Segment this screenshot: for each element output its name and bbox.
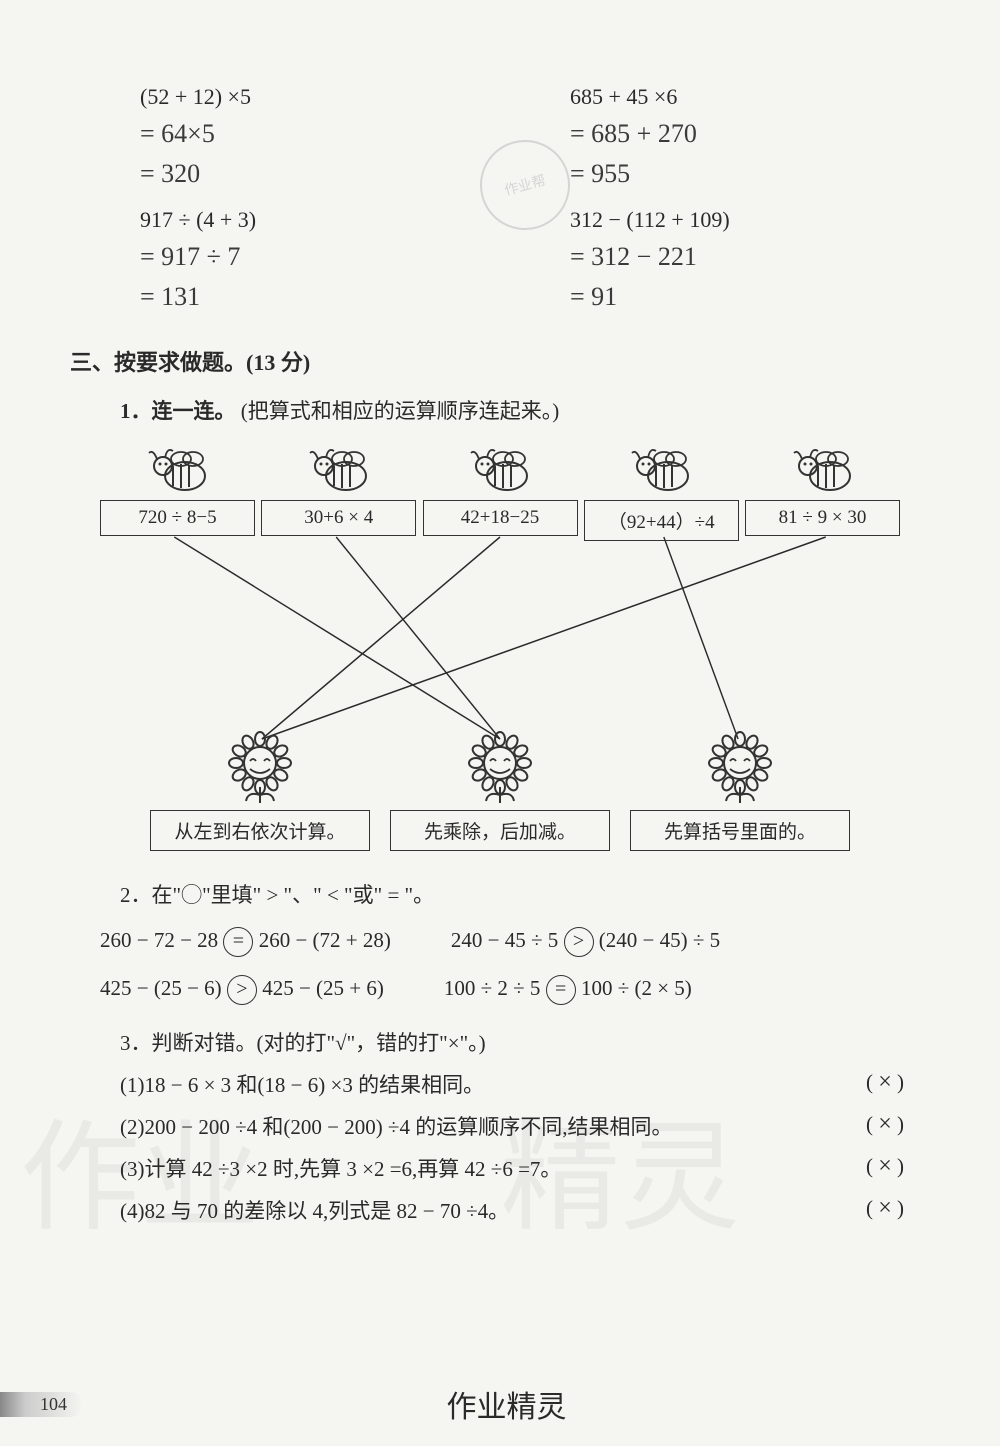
flower-icon (700, 731, 780, 806)
match-top-card: 81 ÷ 9 × 30 (745, 441, 900, 541)
judge-answer: × (878, 1153, 892, 1179)
compare-answer: = (223, 927, 253, 957)
calc-expr: 312 − (112 + 109) (570, 203, 930, 237)
bee-icon (465, 441, 535, 496)
calc-expr: 917 ÷ (4 + 3) (140, 203, 500, 237)
compare-right: 425 − (25 + 6) (262, 976, 384, 1000)
q1-hint: (把算式和相应的运算顺序连起来。) (241, 399, 560, 423)
judge-answer: × (878, 1069, 892, 1095)
match-top-card: （92+44）÷4 (584, 441, 739, 541)
judge-row: (3)计算 42 ÷3 ×2 时,先算 3 ×2 =6,再算 42 ÷6 =7。… (120, 1153, 930, 1183)
compare-answer: > (564, 927, 594, 957)
comparison-row: 425 − (25 − 6) > 425 − (25 + 6) 100 ÷ 2 … (100, 975, 930, 1005)
compare-pair: 425 − (25 − 6) > 425 − (25 + 6) (100, 975, 384, 1005)
match-top-card: 720 ÷ 8−5 (100, 441, 255, 541)
equation-box: 30+6 × 4 (261, 500, 416, 536)
compare-left: 240 − 45 ÷ 5 (451, 928, 558, 952)
judge-text: (2)200 − 200 ÷4 和(200 − 200) ÷4 的运算顺序不同,… (120, 1111, 840, 1141)
bee-icon (304, 441, 374, 496)
compare-right: 260 − (72 + 28) (259, 928, 391, 952)
match-diagram: 720 ÷ 8−5 30+6 × 4 42+18−25 （92+44）÷4 81… (100, 441, 900, 851)
compare-left: 425 − (25 − 6) (100, 976, 222, 1000)
judge-paren: ( × ) (840, 1195, 930, 1225)
compare-pair: 260 − 72 − 28 = 260 − (72 + 28) (100, 927, 391, 957)
q1-num: 1．连一连。 (120, 399, 236, 423)
match-bottom-card: 先算括号里面的。 (630, 731, 850, 851)
calc-step: = 312 − 221 (570, 237, 930, 277)
calc-step: = 320 (140, 154, 500, 194)
q3-title: 3．判断对错。(对的打"√"，错的打"×"。) (120, 1027, 930, 1057)
judge-row: (2)200 − 200 ÷4 和(200 − 200) ÷4 的运算顺序不同,… (120, 1111, 930, 1141)
equation-box: 81 ÷ 9 × 30 (745, 500, 900, 536)
calc-expr: (52 + 12) ×5 (140, 80, 500, 114)
calc-step: = 685 + 270 (570, 114, 930, 154)
section-3-title: 三、按要求做题。(13 分) (70, 345, 930, 377)
page-content: (52 + 12) ×5 = 64×5 = 320 917 ÷ (4 + 3) … (0, 0, 1000, 1255)
judge-paren: ( × ) (840, 1111, 930, 1141)
compare-right: (240 − 45) ÷ 5 (599, 928, 720, 952)
equation-box: 720 ÷ 8−5 (100, 500, 255, 536)
match-bottom-card: 先乘除，后加减。 (390, 731, 610, 851)
judge-paren: ( × ) (840, 1153, 930, 1183)
calc-expr: 685 + 45 ×6 (570, 80, 930, 114)
compare-left: 260 − 72 − 28 (100, 928, 218, 952)
q1-title: 1．连一连。 (把算式和相应的运算顺序连起来。) (120, 395, 930, 425)
flower-icon (220, 731, 300, 806)
equation-box: 42+18−25 (423, 500, 578, 536)
footer-watermark: 作业精灵 (83, 1382, 930, 1426)
judge-answer: × (878, 1111, 892, 1137)
judge-text: (3)计算 42 ÷3 ×2 时,先算 3 ×2 =6,再算 42 ÷6 =7。 (120, 1153, 840, 1183)
comparison-row: 260 − 72 − 28 = 260 − (72 + 28) 240 − 45… (100, 927, 930, 957)
calc-step: = 131 (140, 277, 500, 317)
q2-title: 2．在"◯"里填" > "、" < "或" = "。 (120, 879, 930, 909)
calc-block: (52 + 12) ×5 = 64×5 = 320 917 ÷ (4 + 3) … (70, 80, 930, 317)
page-number: 104 (0, 1392, 83, 1417)
compare-left: 100 ÷ 2 ÷ 5 (444, 976, 541, 1000)
flower-icon (460, 731, 540, 806)
rule-box: 先算括号里面的。 (630, 810, 850, 851)
match-top-card: 42+18−25 (423, 441, 578, 541)
calc-step: = 917 ÷ 7 (140, 237, 500, 277)
equation-box: （92+44）÷4 (584, 500, 739, 541)
rule-box: 从左到右依次计算。 (150, 810, 370, 851)
match-bottom-card: 从左到右依次计算。 (150, 731, 370, 851)
bee-icon (143, 441, 213, 496)
compare-right: 100 ÷ (2 × 5) (581, 976, 692, 1000)
match-top-card: 30+6 × 4 (261, 441, 416, 541)
compare-answer: = (546, 975, 576, 1005)
calc-step: = 64×5 (140, 114, 500, 154)
bee-icon (788, 441, 858, 496)
judge-row: (4)82 与 70 的差除以 4,列式是 82 − 70 ÷4。 ( × ) (120, 1195, 930, 1225)
judge-answer: × (878, 1195, 892, 1221)
calc-step: = 955 (570, 154, 930, 194)
page-footer: 104 作业精灵 (70, 1382, 930, 1426)
judge-row: (1)18 − 6 × 3 和(18 − 6) ×3 的结果相同。 ( × ) (120, 1069, 930, 1099)
calc-step: = 91 (570, 277, 930, 317)
compare-pair: 240 − 45 ÷ 5 > (240 − 45) ÷ 5 (451, 927, 720, 957)
judge-text: (1)18 − 6 × 3 和(18 − 6) ×3 的结果相同。 (120, 1069, 840, 1099)
compare-pair: 100 ÷ 2 ÷ 5 = 100 ÷ (2 × 5) (444, 975, 692, 1005)
rule-box: 先乘除，后加减。 (390, 810, 610, 851)
compare-answer: > (227, 975, 257, 1005)
judge-text: (4)82 与 70 的差除以 4,列式是 82 − 70 ÷4。 (120, 1195, 840, 1225)
judge-paren: ( × ) (840, 1069, 930, 1099)
bee-icon (626, 441, 696, 496)
